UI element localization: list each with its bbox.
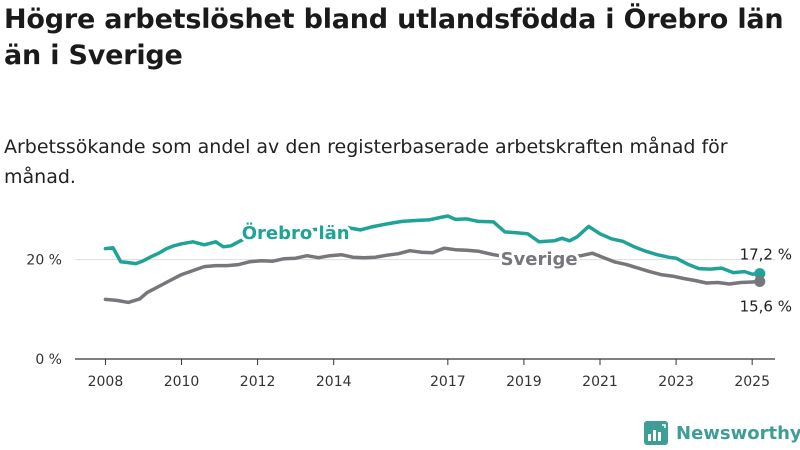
x-tick-label: 2014 [316,374,352,390]
brand-name: Newsworthy [676,422,800,444]
series-line-sverige [103,246,762,305]
end-value-label-sverige: 15,6 % [740,298,792,316]
x-tick-label: 2025 [734,374,770,390]
series-line-orebro [103,214,762,276]
x-tick-label: 2021 [582,374,618,390]
x-tick-label: 2019 [506,374,542,390]
series-name-label-orebro: Örebro län [242,222,350,244]
axes: 0 % 20 % 2008 2010 2012 2014 2017 2019 2021 2023 2… [26,253,775,390]
chart-title: Högre arbetslöshet bland utlandsfödda i … [4,4,784,71]
x-tick-label: 2017 [430,374,466,390]
chart-subtitle: Arbetssökande som andel av den registerb… [4,136,728,188]
newsworthy-logo-icon [644,421,668,445]
end-point-sverige [754,276,766,288]
x-tick-label: 2012 [240,374,276,390]
x-tick-label: 2008 [88,374,124,390]
brand: Newsworthy [644,419,800,447]
x-tick-label: 2023 [658,374,694,390]
y-tick-label: 20 % [26,253,62,269]
end-value-label-orebro: 17,2 % [740,246,792,264]
series-name-label-sverige: Sverige [501,249,578,270]
series-lines [103,214,766,305]
y-tick-label: 0 % [35,352,62,368]
series-labels: 17,2 % 15,6 % Örebro län Sverige [239,219,792,316]
x-tick-label: 2010 [164,374,200,390]
end-point-orebro [754,268,766,280]
